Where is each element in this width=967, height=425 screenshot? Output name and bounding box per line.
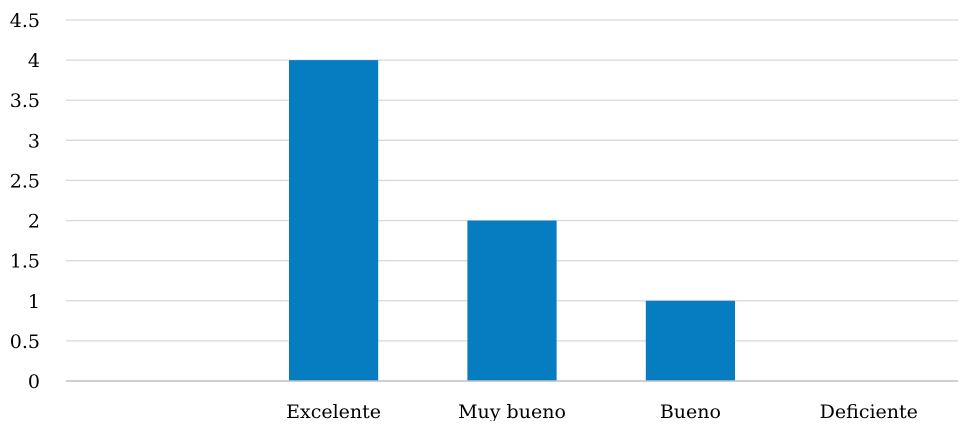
y-tick-label: 3 <box>28 130 40 152</box>
y-tick-label: 4.5 <box>10 10 40 32</box>
y-axis-tick-labels: 0 0.5 1 1.5 2 2.5 3 3.5 4 4.5 <box>10 10 40 393</box>
y-tick-label: 1.5 <box>10 251 40 273</box>
y-tick-label: 2.5 <box>10 170 40 192</box>
bars <box>289 60 735 381</box>
y-tick-label: 2 <box>28 211 40 233</box>
x-tick-label: Muy bueno <box>458 401 566 421</box>
x-tick-label: Bueno <box>660 401 721 421</box>
y-tick-label: 4 <box>28 50 40 72</box>
y-tick-label: 3.5 <box>10 90 40 112</box>
bar-excelente <box>289 60 379 381</box>
x-axis-tick-labels: Excelente Muy bueno Bueno Deficiente <box>286 401 918 423</box>
bar-bueno <box>645 300 735 381</box>
y-tick-label: 0 <box>28 371 40 393</box>
gridlines <box>66 19 958 342</box>
y-tick-label: 0.5 <box>10 331 40 353</box>
x-tick-label: Excelente <box>286 401 381 421</box>
x-tick-label: Deficiente <box>820 401 918 421</box>
bar-muy-bueno <box>467 220 557 381</box>
y-tick-label: 1 <box>28 291 40 313</box>
